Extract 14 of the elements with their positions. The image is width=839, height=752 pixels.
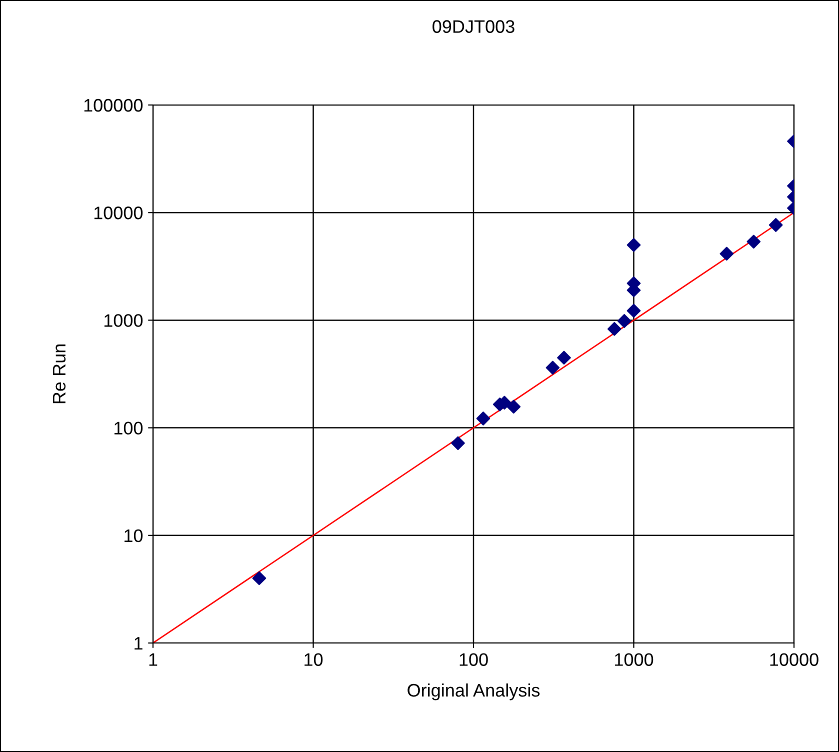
x-tick-label: 10: [304, 653, 323, 666]
y-tick-label: 1: [134, 637, 142, 650]
x-tick-label: 10000: [770, 653, 818, 666]
x-tick-label: 100: [460, 653, 488, 666]
y-tick-label: 10: [124, 529, 143, 542]
y-tick-label: 100: [114, 422, 143, 435]
x-tick-label: 1000: [615, 653, 654, 666]
y-tick-label: 100000: [84, 98, 143, 112]
x-axis-title: Original Analysis: [408, 683, 540, 700]
chart-title: 09DJT003: [432, 20, 514, 33]
x-tick-label: 1: [149, 653, 158, 666]
y-tick-label: 1000: [104, 314, 143, 327]
y-tick-label: 10000: [94, 206, 143, 220]
y-axis-title: Re Run: [52, 344, 66, 404]
